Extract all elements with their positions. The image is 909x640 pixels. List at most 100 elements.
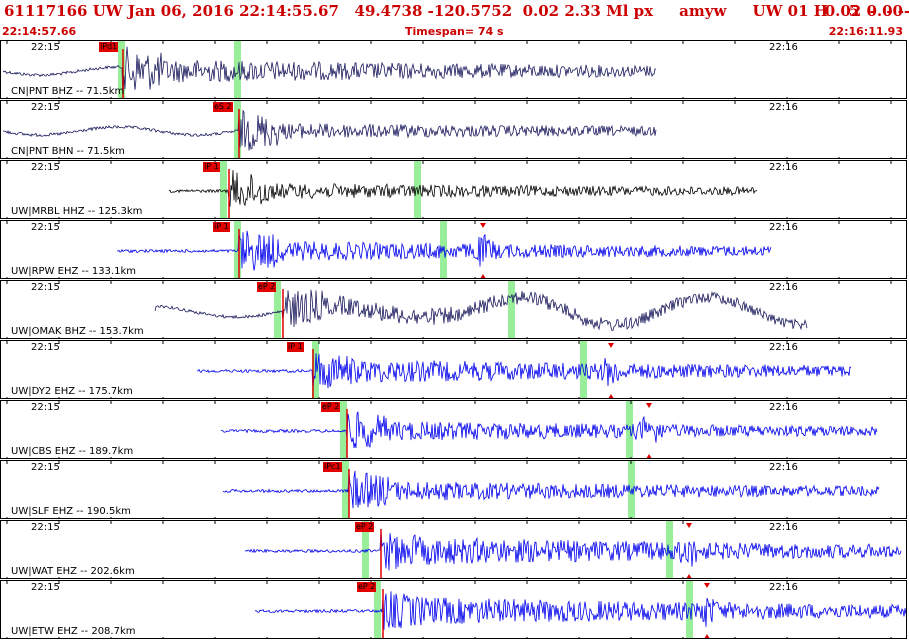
amplitude-marker-icon bbox=[480, 223, 486, 228]
time-label-left: 22:15 bbox=[31, 222, 60, 233]
trace-panel[interactable]: 22:15 22:16 eP 2 UW|WAT EHZ -- 202.6km bbox=[0, 520, 907, 579]
trace-panel[interactable]: 22:15 22:16 eP 2 UW|CBS EHZ -- 189.7km bbox=[0, 400, 907, 459]
phase-window-bar bbox=[362, 521, 369, 578]
event-title: 61117166 UW Jan 06, 2016 22:14:55.67 49.… bbox=[4, 2, 909, 20]
phase-window-bar bbox=[374, 581, 381, 638]
timespan-label: Timespan= 74 s bbox=[405, 25, 504, 38]
event-title-right: 0.02 0.00 bbox=[824, 2, 903, 20]
trace-panel[interactable]: 22:15 22:16 iP 1 UW|DY2 EHZ -- 175.7km bbox=[0, 340, 907, 399]
time-label-right: 22:16 bbox=[769, 462, 798, 473]
phase-window-bar bbox=[666, 521, 673, 578]
time-label-right: 22:16 bbox=[769, 282, 798, 293]
trace-canvas bbox=[6, 521, 902, 578]
seismic-waveform bbox=[254, 591, 906, 630]
trace-panel[interactable]: 22:15 22:16 iPd1 CN|PNT BHZ -- 71.5km bbox=[0, 40, 907, 99]
phase-window-bar bbox=[342, 461, 349, 518]
station-label: UW|RPW EHZ -- 133.1km bbox=[11, 266, 137, 277]
station-label: UW|CBS EHZ -- 189.7km bbox=[11, 446, 134, 457]
time-label-right: 22:16 bbox=[769, 162, 798, 173]
trace-canvas bbox=[6, 221, 892, 278]
time-label-left: 22:15 bbox=[31, 342, 60, 353]
phase-window-bar bbox=[234, 41, 241, 98]
phase-window-bar bbox=[686, 581, 693, 638]
station-label: CN|PNT BHN -- 71.5km bbox=[11, 146, 125, 157]
amplitude-marker-icon bbox=[646, 403, 652, 408]
time-label-left: 22:15 bbox=[31, 162, 60, 173]
amplitude-marker-icon bbox=[608, 343, 614, 348]
phase-window-bar bbox=[340, 401, 347, 458]
trace-canvas bbox=[6, 581, 906, 638]
trace-canvas bbox=[6, 341, 892, 398]
station-label: UW|MRBL HHZ -- 125.3km bbox=[11, 206, 143, 217]
trace-panel[interactable]: 22:15 22:16 iPc1 UW|SLF EHZ -- 190.5km bbox=[0, 460, 907, 519]
seismic-waveform bbox=[154, 289, 808, 331]
station-label: UW|SLF EHZ -- 190.5km bbox=[11, 506, 131, 517]
time-label-left: 22:15 bbox=[31, 42, 60, 53]
seismic-waveform bbox=[117, 230, 772, 271]
station-label: UW|OMAK BHZ -- 153.7km bbox=[11, 326, 144, 337]
start-time: 22:14:57.66 bbox=[2, 25, 77, 38]
seismic-waveform bbox=[196, 353, 852, 390]
trace-panel[interactable]: 22:15 22:16 iP 1 UW|RPW EHZ -- 133.1km bbox=[0, 220, 907, 279]
pick-flag[interactable]: iP 1 bbox=[213, 222, 230, 232]
seismic-waveform bbox=[222, 470, 880, 509]
phase-window-bar bbox=[220, 161, 227, 218]
seismic-waveform bbox=[168, 170, 758, 207]
phase-window-bar bbox=[234, 221, 241, 278]
amplitude-marker-icon bbox=[686, 574, 692, 578]
amplitude-marker-icon bbox=[686, 523, 692, 528]
amplitude-marker-icon bbox=[704, 583, 710, 588]
pick-flag[interactable]: iPd1 bbox=[99, 42, 119, 52]
station-label: UW|WAT EHZ -- 202.6km bbox=[11, 566, 135, 577]
pick-flag[interactable]: eP 2 bbox=[357, 582, 377, 592]
amplitude-marker-icon bbox=[608, 394, 614, 398]
seismic-waveform bbox=[244, 529, 902, 571]
time-label-right: 22:16 bbox=[769, 102, 798, 113]
trace-canvas bbox=[6, 401, 892, 458]
pick-flag[interactable]: eP 2 bbox=[257, 282, 277, 292]
phase-window-bar bbox=[274, 281, 281, 338]
station-label: UW|ETW EHZ -- 208.7km bbox=[11, 626, 136, 637]
pick-flag[interactable]: eP 2 bbox=[355, 522, 375, 532]
phase-window-bar bbox=[234, 101, 241, 158]
trace-panel[interactable]: 22:15 22:16 iP 1 UW|MRBL HHZ -- 125.3km bbox=[0, 160, 907, 219]
station-label: CN|PNT BHZ -- 71.5km bbox=[11, 86, 125, 97]
time-label-right: 22:16 bbox=[769, 582, 798, 593]
trace-panel[interactable]: 22:15 22:16 eP 2 UW|OMAK BHZ -- 153.7km bbox=[0, 280, 907, 339]
time-label-left: 22:15 bbox=[31, 402, 60, 413]
seismic-waveform bbox=[220, 411, 878, 449]
end-time: 22:16:11.93 bbox=[828, 25, 903, 38]
trace-panel[interactable]: 22:15 22:16 eP 2 UW|ETW EHZ -- 208.7km bbox=[0, 580, 907, 639]
seismic-waveform bbox=[2, 46, 657, 97]
trace-panel[interactable]: 22:15 22:16 eS 2 CN|PNT BHN -- 71.5km bbox=[0, 100, 907, 159]
trace-canvas bbox=[6, 281, 892, 338]
trace-canvas bbox=[2, 41, 892, 98]
trace-canvas bbox=[2, 101, 892, 158]
time-label-right: 22:16 bbox=[769, 42, 798, 53]
pick-flag[interactable]: iPc1 bbox=[323, 462, 342, 472]
time-label-left: 22:15 bbox=[31, 102, 60, 113]
time-label-right: 22:16 bbox=[769, 342, 798, 353]
time-label-left: 22:15 bbox=[31, 582, 60, 593]
trace-canvas bbox=[6, 461, 892, 518]
time-label-left: 22:15 bbox=[31, 282, 60, 293]
amplitude-marker-icon bbox=[480, 274, 486, 278]
seismic-waveform bbox=[2, 109, 657, 151]
phase-window-bar bbox=[626, 401, 633, 458]
event-header: 61117166 UW Jan 06, 2016 22:14:55.67 49.… bbox=[0, 0, 909, 40]
phase-window-bar bbox=[508, 281, 515, 338]
time-label-left: 22:15 bbox=[31, 462, 60, 473]
amplitude-marker-icon bbox=[704, 634, 710, 638]
pick-flag[interactable]: iP 1 bbox=[287, 342, 304, 352]
phase-window-bar bbox=[118, 41, 125, 98]
time-label-left: 22:15 bbox=[31, 522, 60, 533]
time-label-right: 22:16 bbox=[769, 402, 798, 413]
seismogram-stack[interactable]: 22:15 22:16 iPd1 CN|PNT BHZ -- 71.5km 22:15 2… bbox=[0, 40, 909, 640]
time-label-right: 22:16 bbox=[769, 222, 798, 233]
pick-flag[interactable]: eS 2 bbox=[213, 102, 233, 112]
pick-flag[interactable]: eP 2 bbox=[321, 402, 341, 412]
pick-flag[interactable]: iP 1 bbox=[203, 162, 220, 172]
time-label-right: 22:16 bbox=[769, 522, 798, 533]
station-label: UW|DY2 EHZ -- 175.7km bbox=[11, 386, 133, 397]
amplitude-marker-icon bbox=[646, 454, 652, 458]
